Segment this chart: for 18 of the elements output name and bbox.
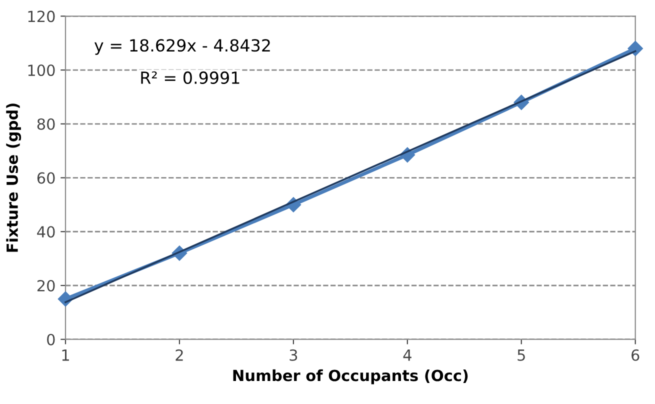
y-tick-label: 40 [37,226,55,238]
y-tick-label: 80 [37,118,55,130]
y-tick-label: 0 [47,334,55,346]
x-tick-label: 6 [632,349,640,361]
x-tick-label: 4 [403,350,412,361]
y-tick-label: 60 [37,172,55,184]
x-tick-label: 3 [290,349,298,361]
x-tick-label: 5 [518,350,525,361]
y-axis-title: Fixture Use (gpd) [6,104,22,252]
y-tick-label: 120 [28,10,55,22]
point [628,40,643,56]
annotation: R² = 0.9991 [141,71,240,84]
annotation: y = 18.629x - 4.8432 [94,39,270,55]
x-axis-title: Number of Occupants (Occ) [233,369,468,384]
x-tick-label: 1 [62,350,69,361]
y-tick-label: 100 [28,64,55,76]
y-tick-label: 20 [37,280,55,292]
x-tick-label: 2 [176,349,183,361]
